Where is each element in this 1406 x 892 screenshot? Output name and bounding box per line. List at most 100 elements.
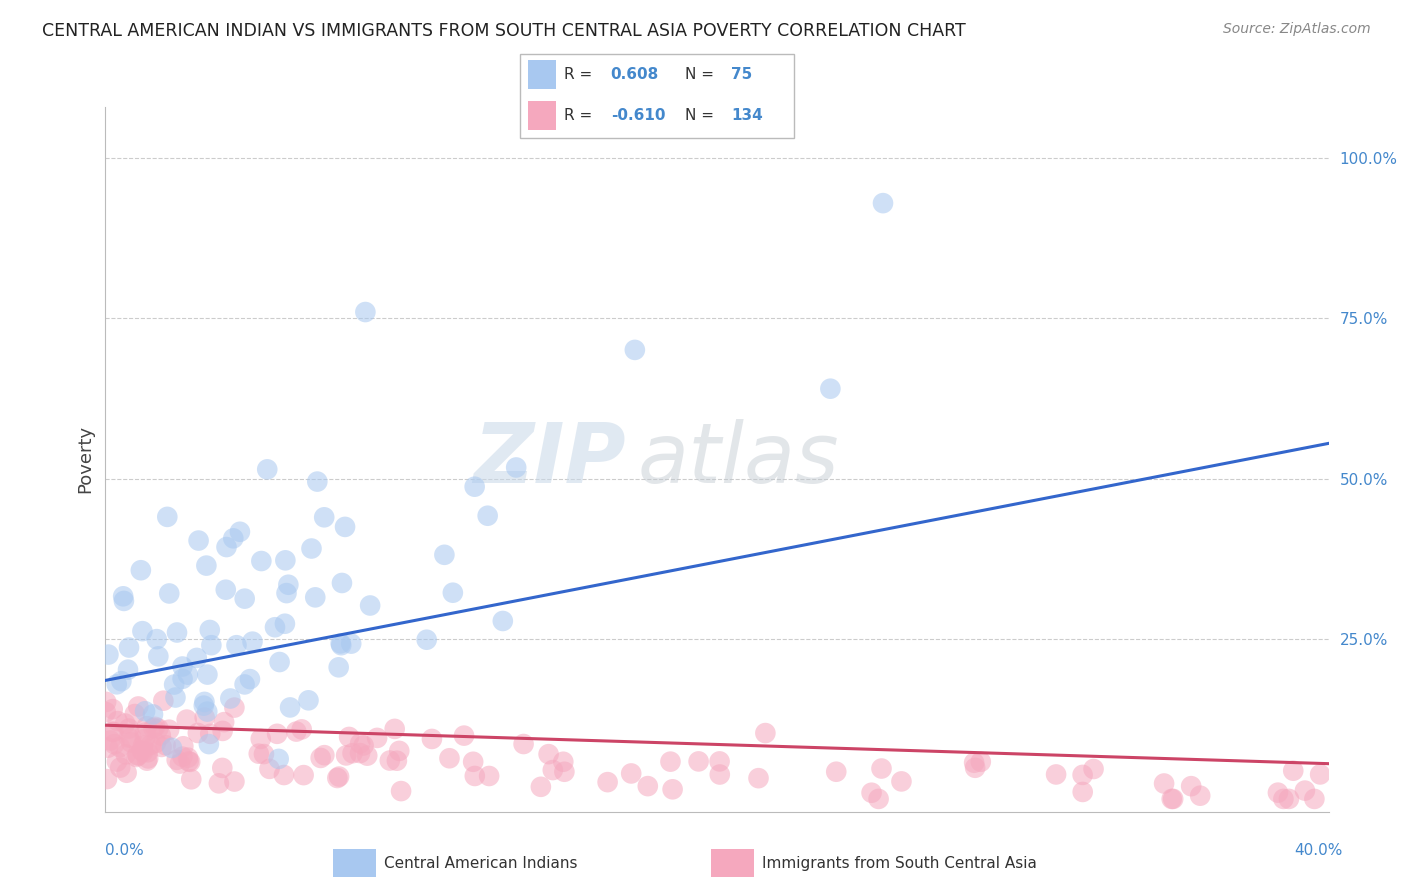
FancyBboxPatch shape: [333, 849, 377, 877]
Point: [314, 510, 336, 524]
Point: [96, 772, 118, 786]
Point: [335, 748, 357, 763]
Point: [1083, 762, 1105, 776]
Point: [239, 672, 262, 686]
Point: [134, 704, 156, 718]
Text: N =: N =: [685, 67, 714, 82]
Point: [114, 716, 136, 731]
Point: [107, 714, 129, 728]
Point: [1294, 783, 1316, 797]
FancyBboxPatch shape: [529, 61, 555, 89]
Text: 0.0%: 0.0%: [105, 843, 145, 858]
Text: Central American Indians: Central American Indians: [384, 855, 578, 871]
Point: [389, 784, 412, 798]
Point: [97, 740, 120, 755]
Point: [172, 739, 194, 754]
Point: [1282, 764, 1305, 778]
Point: [145, 736, 167, 750]
Y-axis label: Poverty: Poverty: [76, 425, 94, 493]
Point: [194, 710, 217, 724]
Point: [103, 737, 125, 751]
Point: [333, 520, 356, 534]
Point: [872, 196, 894, 211]
Point: [709, 755, 731, 769]
Point: [349, 736, 371, 750]
Point: [172, 749, 194, 764]
Point: [127, 699, 149, 714]
Point: [1071, 785, 1094, 799]
Text: -0.610: -0.610: [610, 108, 665, 123]
Point: [659, 755, 682, 769]
Point: [868, 792, 890, 806]
Point: [820, 382, 842, 396]
Point: [179, 755, 201, 769]
Point: [274, 553, 297, 567]
Point: [195, 558, 218, 573]
Point: [247, 747, 270, 761]
Point: [177, 667, 200, 681]
Point: [276, 586, 298, 600]
Point: [166, 753, 188, 767]
Point: [388, 744, 411, 758]
Point: [754, 726, 776, 740]
Point: [129, 563, 152, 577]
Point: [825, 764, 848, 779]
Point: [1303, 792, 1326, 806]
Point: [160, 741, 183, 756]
Point: [256, 462, 278, 476]
Point: [215, 582, 238, 597]
Point: [233, 677, 256, 691]
Point: [135, 719, 157, 733]
Point: [492, 614, 515, 628]
Point: [307, 475, 329, 489]
Point: [354, 305, 377, 319]
Point: [166, 625, 188, 640]
Point: [114, 747, 136, 762]
Point: [229, 524, 252, 539]
Point: [136, 745, 159, 759]
Point: [326, 771, 349, 785]
Point: [291, 723, 314, 737]
Point: [1267, 786, 1289, 800]
Point: [1272, 792, 1295, 806]
Point: [198, 737, 221, 751]
Point: [620, 766, 643, 780]
Point: [150, 739, 173, 754]
Point: [112, 589, 135, 603]
Point: [145, 632, 167, 647]
Point: [103, 724, 125, 739]
Point: [142, 721, 165, 735]
Point: [553, 764, 575, 779]
Point: [453, 729, 475, 743]
Point: [134, 731, 156, 746]
Point: [1161, 792, 1184, 806]
Point: [266, 727, 288, 741]
Point: [211, 761, 233, 775]
Point: [143, 720, 166, 734]
Text: 134: 134: [731, 108, 763, 123]
Point: [131, 744, 153, 758]
Point: [176, 713, 198, 727]
Point: [1180, 779, 1202, 793]
Text: atlas: atlas: [637, 419, 839, 500]
Point: [193, 695, 215, 709]
Point: [264, 620, 287, 634]
Point: [537, 747, 560, 761]
Point: [134, 725, 156, 739]
Text: 75: 75: [731, 67, 752, 82]
Point: [110, 761, 132, 775]
Point: [187, 533, 209, 548]
Point: [127, 747, 149, 762]
Point: [94, 705, 117, 719]
Point: [110, 674, 132, 689]
Point: [328, 770, 350, 784]
Point: [353, 739, 375, 753]
Point: [637, 779, 659, 793]
Point: [101, 724, 124, 739]
Point: [172, 672, 194, 686]
Point: [1309, 767, 1331, 781]
Text: 0.608: 0.608: [610, 67, 659, 82]
Point: [356, 748, 378, 763]
Point: [342, 746, 364, 760]
Point: [197, 667, 219, 681]
